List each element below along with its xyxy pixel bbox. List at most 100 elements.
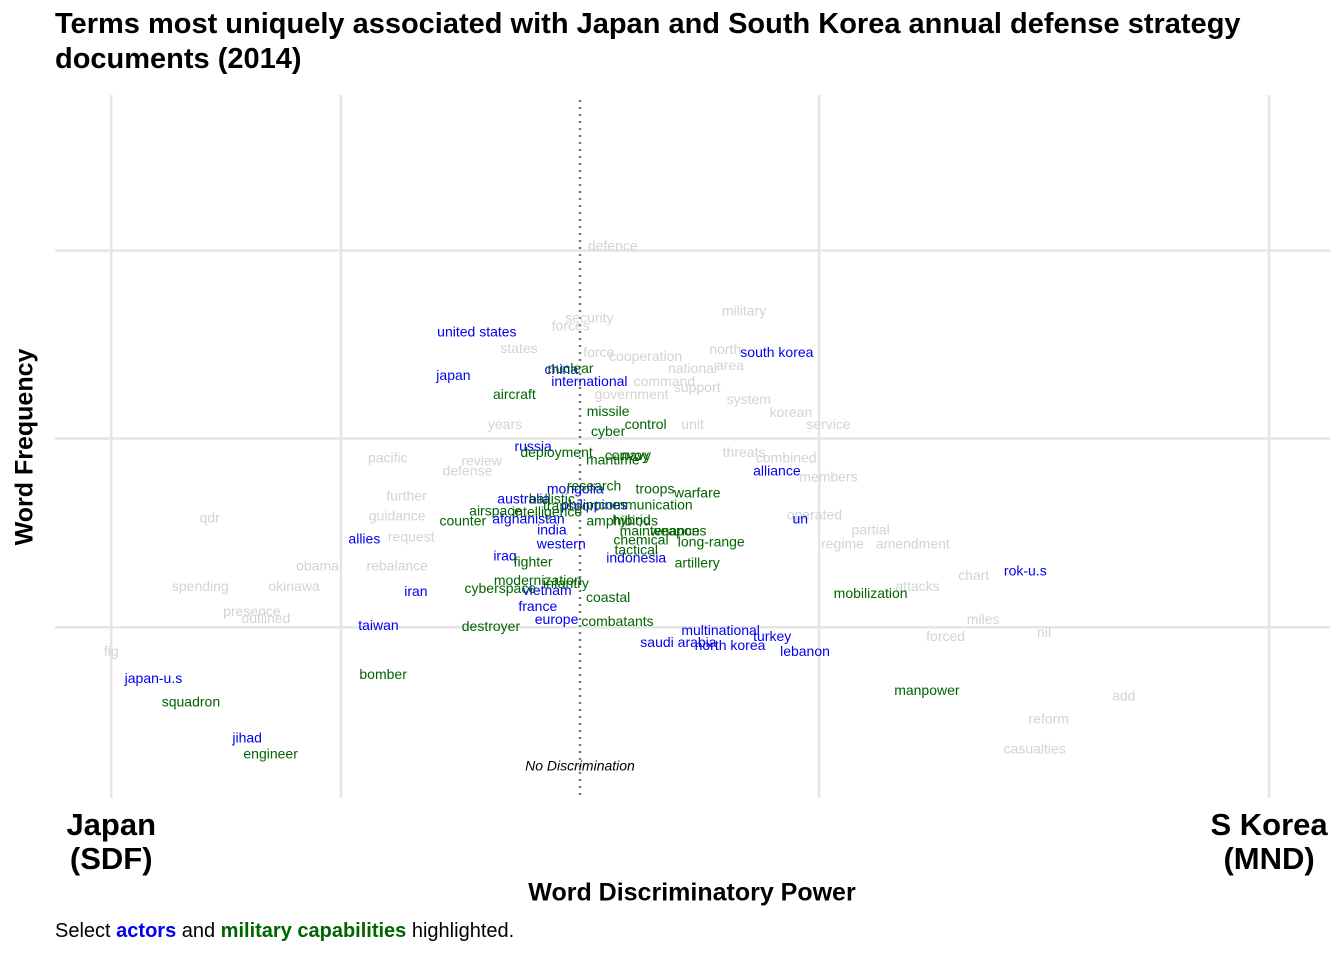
y-axis-title: Word Frequency	[11, 349, 39, 546]
x-tick-label: Japan (SDF)	[66, 807, 157, 876]
word-point: philippines	[561, 496, 627, 512]
annotation: No Discrimination	[525, 758, 635, 774]
word-point: australia	[497, 490, 550, 506]
word-point: airspace	[469, 502, 522, 518]
word-point: destroyer	[462, 618, 521, 634]
word-point: government	[595, 386, 669, 402]
legend-entry: military capabilities	[220, 920, 407, 942]
word-point: security	[565, 310, 613, 326]
word-point: allies	[348, 531, 380, 547]
word-point: cyberspace	[465, 580, 537, 596]
word-point: tactical	[614, 542, 658, 558]
word-point: western	[536, 536, 586, 552]
word-point: pacific	[368, 449, 408, 465]
word-point: united states	[437, 324, 516, 340]
caption-text: highlighted.	[406, 920, 515, 942]
word-point: combatants	[581, 613, 653, 629]
word-point: years	[488, 416, 522, 432]
chart-title: Terms most uniquely associated with Japa…	[55, 8, 1241, 40]
word-point: alliance	[753, 462, 801, 478]
word-point: guidance	[369, 508, 426, 524]
word-point: convoy	[605, 447, 649, 463]
word-point: weapons	[649, 523, 706, 539]
caption-text: Select	[55, 920, 117, 942]
word-point: unit	[681, 416, 704, 432]
word-point: maintenance	[620, 523, 700, 539]
word-point: vietnam	[523, 582, 572, 598]
word-point: casualties	[1004, 740, 1066, 756]
word-point: presence	[223, 603, 281, 619]
word-point: spending	[172, 578, 229, 594]
word-point: japan	[435, 367, 470, 383]
word-point: service	[806, 416, 851, 432]
word-point: add	[1112, 687, 1135, 703]
word-point: manpower	[894, 682, 960, 698]
word-point: counter	[439, 513, 486, 529]
chart-title: documents (2014)	[55, 43, 302, 75]
word-point: amphibious	[586, 513, 658, 529]
word-point: force	[583, 344, 614, 360]
word-point: chart	[958, 567, 989, 583]
word-point: amendment	[876, 536, 950, 552]
word-point: okinawa	[268, 578, 320, 594]
word-point: research	[567, 477, 621, 493]
word-point: regime	[821, 536, 864, 552]
word-point: aircraft	[493, 386, 536, 402]
word-point: rok-u.s	[1004, 563, 1047, 579]
word-point: france	[518, 598, 557, 614]
word-point: artillery	[675, 555, 720, 571]
word-point: mongolia	[547, 480, 604, 496]
word-point: threats	[723, 444, 766, 460]
word-point: attacks	[895, 578, 939, 594]
word-point: area	[716, 357, 744, 373]
word-point: qdr	[200, 510, 221, 526]
word-point: coastal	[586, 589, 630, 605]
word-point: deployment	[520, 444, 592, 460]
word-point: hybrid	[612, 512, 650, 528]
word-point: outlined	[241, 610, 290, 626]
word-point: south korea	[740, 344, 813, 360]
word-point: ballistic	[529, 490, 575, 506]
word-point: fig	[104, 643, 119, 659]
word-point: fighter	[514, 554, 553, 570]
word-point: communication	[599, 496, 693, 512]
x-tick-label: S Korea (MND)	[1210, 807, 1328, 876]
word-point: operated	[787, 506, 842, 522]
word-point: forced	[926, 628, 965, 644]
word-point: multinational	[681, 622, 760, 638]
word-point: nil	[1037, 624, 1051, 640]
word-point: states	[500, 340, 537, 356]
word-point: europe	[535, 611, 579, 627]
word-point: modernization	[494, 572, 582, 588]
word-point: review	[461, 452, 502, 468]
word-point: navy	[621, 447, 651, 463]
word-point: obama	[296, 558, 339, 574]
word-point: nuclear	[548, 360, 594, 376]
word-point: partial	[852, 522, 890, 538]
word-point: warfare	[673, 484, 721, 500]
word-point: north korea	[695, 637, 766, 653]
word-point: saudi arabia	[640, 634, 716, 650]
word-point: defense	[443, 462, 493, 478]
word-point: korean	[770, 404, 813, 420]
legend-entry: actors	[116, 920, 177, 942]
word-point: lebanon	[780, 643, 830, 659]
word-point: defence	[588, 237, 638, 253]
word-point: india	[537, 522, 567, 538]
caption: Select actors and military capabilities …	[55, 920, 514, 943]
word-point: request	[388, 529, 435, 545]
word-point: un	[793, 511, 809, 527]
word-point: bomber	[359, 666, 407, 682]
word-point: infantry	[543, 575, 589, 591]
word-point: international	[551, 373, 627, 389]
word-point: mobilization	[834, 585, 908, 601]
caption-text: and	[176, 920, 221, 942]
word-point: support	[674, 379, 721, 395]
word-point: turkey	[753, 628, 791, 644]
word-point: afghanistan	[492, 511, 564, 527]
word-point: engineer	[243, 746, 298, 762]
word-point: maritime	[586, 451, 640, 467]
word-point: taiwan	[358, 617, 398, 633]
word-point: transport	[543, 497, 598, 513]
